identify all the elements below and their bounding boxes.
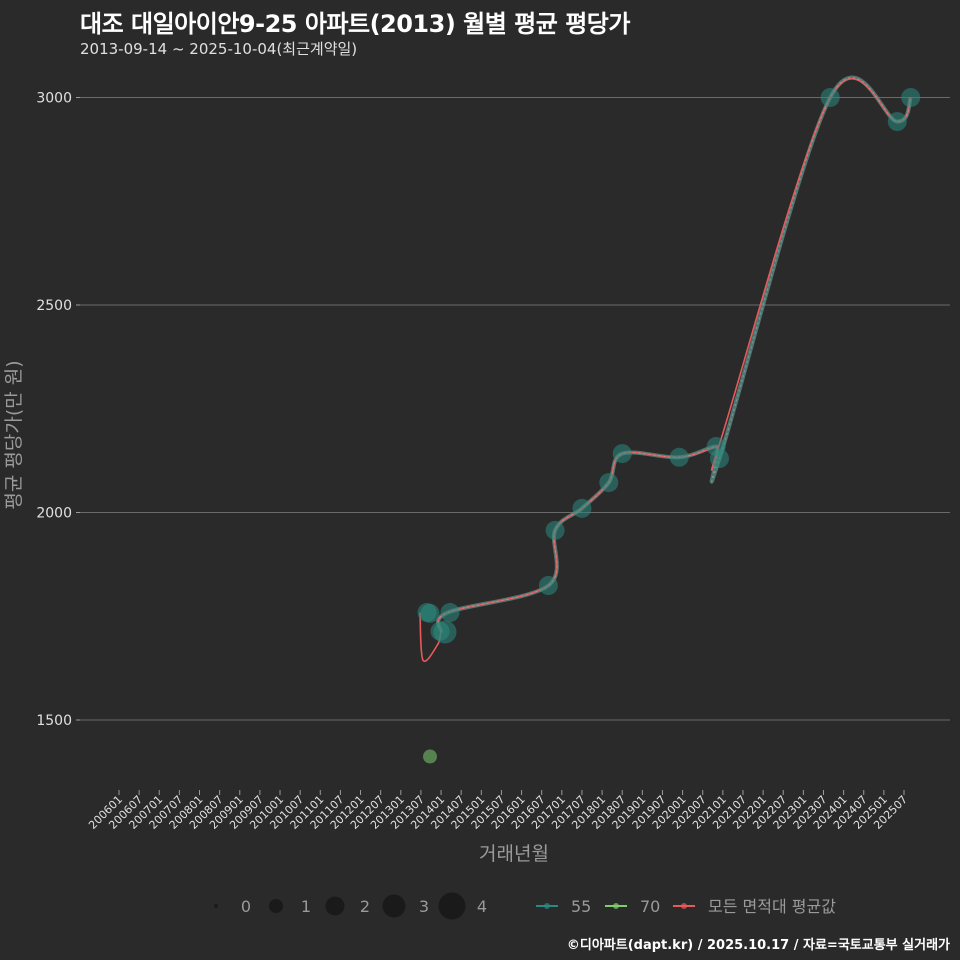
legend-size-label: 1 (301, 897, 311, 916)
grid-lines (80, 97, 950, 721)
y-axis-label: 평균 평당가(만 원) (3, 360, 25, 509)
legend-size-1-icon (269, 899, 283, 913)
legend-size-label: 2 (360, 897, 370, 916)
legend-size-label: 4 (477, 897, 487, 916)
data-point-55 (440, 603, 460, 623)
series-lines (419, 75, 913, 663)
data-point-55 (538, 576, 558, 596)
legend-size-0-icon (214, 904, 218, 908)
x-axis-label: 거래년월 (479, 843, 549, 865)
legend-size-label: 0 (241, 897, 251, 916)
y-tick-label: 3000 (36, 91, 72, 107)
data-point-55 (887, 112, 907, 132)
footer-credit: ©디아파트(dapt.kr) / 2025.10.17 / 자료=국토교통부 실… (566, 938, 950, 953)
data-point-55 (599, 473, 619, 493)
chart-subtitle: 2013-09-14 ~ 2025-10-04(최근계약일) (80, 40, 358, 58)
legend-series-label: 70 (640, 897, 660, 916)
legend-series-label: 55 (571, 897, 591, 916)
series-55-line (436, 75, 913, 633)
legend-series-label: 모든 면적대 평균값 (708, 897, 836, 916)
y-tick-label: 2000 (36, 506, 72, 522)
data-points (417, 88, 921, 764)
average-line (419, 77, 912, 663)
data-point-70 (423, 749, 437, 764)
legend-size-3-icon (382, 894, 406, 918)
y-tick-label: 1500 (36, 713, 72, 729)
y-axis: 1500 2000 2500 3000 (36, 91, 80, 729)
legend-size-label: 3 (419, 897, 429, 916)
data-point-55 (572, 498, 592, 518)
data-point-55 (420, 603, 440, 623)
data-point-55 (433, 620, 457, 644)
legend-size-2-icon (325, 896, 345, 916)
data-point-55 (901, 88, 921, 107)
data-point-55 (612, 444, 632, 464)
data-point-55 (709, 449, 729, 469)
legend-size-4-icon (438, 892, 466, 920)
data-point-55 (545, 520, 565, 540)
chart-title: 대조 대일아이안9-25 아파트(2013) 월별 평균 평당가 (80, 10, 630, 38)
x-axis: 2006012006072007012007072008012008072009… (86, 790, 910, 832)
legend: 0 1 2 3 4 55 70 모든 면적대 평균값 (214, 892, 836, 920)
data-point-55 (820, 88, 840, 107)
data-point-55 (669, 447, 689, 467)
y-tick-label: 2500 (36, 298, 72, 314)
